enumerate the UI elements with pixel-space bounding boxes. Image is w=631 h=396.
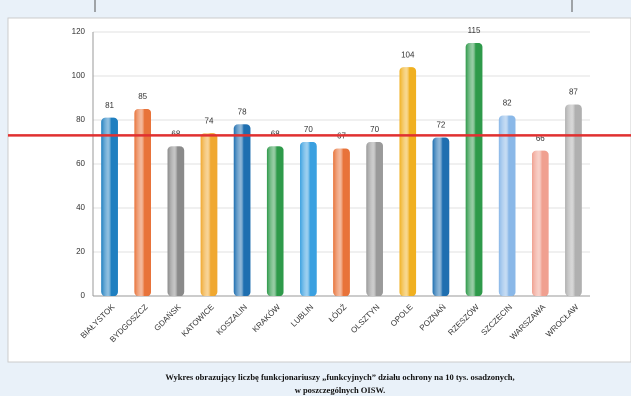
bar xyxy=(200,133,218,296)
bar xyxy=(565,104,582,296)
data-label: 82 xyxy=(503,99,512,108)
caption: w poszczególnych OISW. xyxy=(295,385,386,395)
data-label: 87 xyxy=(569,88,578,97)
bar xyxy=(432,137,450,296)
data-label: 81 xyxy=(105,101,114,110)
bar xyxy=(134,109,151,296)
bar xyxy=(333,148,350,296)
y-tick-label: 60 xyxy=(76,159,85,168)
bar xyxy=(532,150,549,296)
bar xyxy=(233,124,251,297)
y-tick-label: 80 xyxy=(76,115,85,124)
data-label: 74 xyxy=(205,116,214,125)
y-tick-label: 100 xyxy=(72,71,86,80)
y-tick-label: 120 xyxy=(72,27,86,36)
data-label: 115 xyxy=(468,26,481,35)
bar xyxy=(300,142,317,296)
data-label: 68 xyxy=(271,130,280,139)
bar xyxy=(399,67,417,296)
y-tick-label: 20 xyxy=(76,247,85,256)
data-label: 72 xyxy=(436,121,445,130)
bar xyxy=(465,43,483,296)
data-label: 104 xyxy=(401,50,415,59)
data-label: 70 xyxy=(370,125,379,134)
data-label: 66 xyxy=(536,134,545,143)
data-label: 68 xyxy=(171,130,180,139)
bar xyxy=(366,142,383,296)
bar xyxy=(167,146,185,296)
caption: Wykres obrazujący liczbę funkcjonariuszy… xyxy=(165,372,514,382)
bar xyxy=(101,117,118,296)
bar xyxy=(266,146,284,296)
data-label: 78 xyxy=(238,108,247,117)
data-label: 85 xyxy=(138,92,147,101)
bar xyxy=(498,115,516,296)
data-label: 70 xyxy=(304,125,313,134)
y-tick-label: 0 xyxy=(81,291,86,300)
y-tick-label: 40 xyxy=(76,203,85,212)
